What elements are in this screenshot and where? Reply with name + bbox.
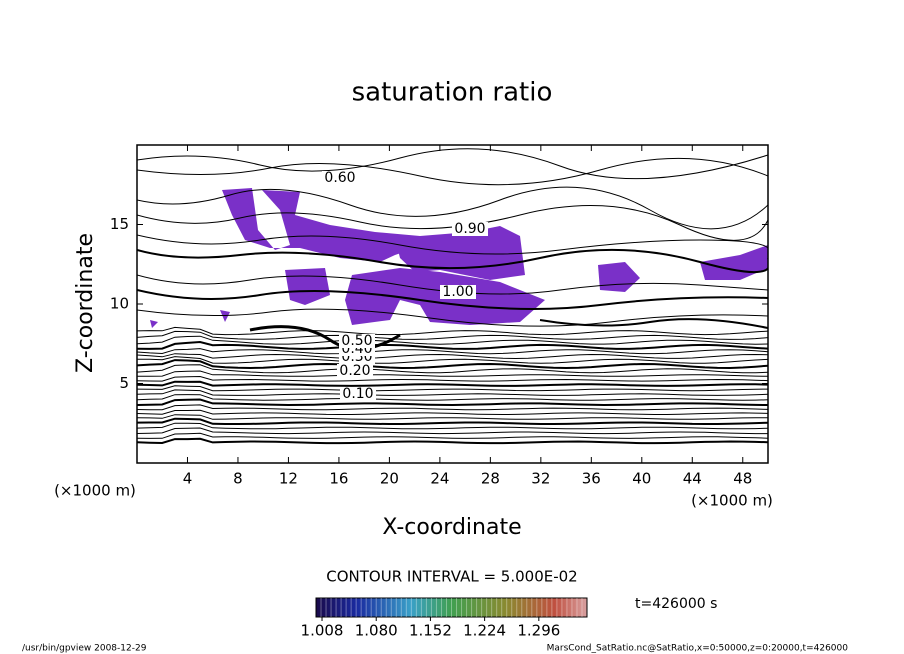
contour-line	[137, 389, 768, 396]
contour-line	[137, 404, 768, 411]
colorbar-tick-label: 1.296	[517, 622, 560, 640]
contour-line	[137, 375, 768, 382]
y-tick-label: 10	[110, 295, 129, 313]
footer-left: /usr/bin/gpview 2008-12-29	[22, 644, 147, 654]
x-tick-label: 4	[183, 470, 193, 488]
colorbar	[315, 597, 588, 618]
contour-label-bg	[452, 222, 488, 236]
contour-label: 0.90	[454, 221, 485, 237]
contour-line	[137, 356, 768, 364]
contour-label: 1.00	[442, 284, 473, 300]
contour-line	[137, 422, 768, 430]
contour-line	[137, 437, 768, 445]
contour-label: 0.10	[342, 386, 373, 402]
chart-title: saturation ratio	[352, 78, 553, 108]
contour-label: 0.50	[341, 333, 372, 349]
colorbar-tick-label: 1.152	[409, 622, 452, 640]
contour-label-bg	[337, 364, 373, 378]
contour-line	[137, 370, 768, 377]
x-tick-label: 32	[531, 470, 550, 488]
contour-label: 0.20	[339, 363, 370, 379]
x-tick-label: 12	[279, 470, 298, 488]
x-axis-title: X-coordinate	[382, 515, 521, 540]
contour-line	[137, 340, 768, 350]
y-tick-label: 5	[119, 374, 129, 392]
colorbar-tick-label: 1.008	[301, 622, 344, 640]
x-tick-label: 48	[733, 470, 752, 488]
contour-label-bg	[322, 171, 358, 185]
contour-line	[137, 348, 768, 355]
x-tick-label: 36	[582, 470, 601, 488]
footer-right: MarsCond_SatRatio.nc@SatRatio,x=0:50000,…	[547, 644, 849, 654]
time-label: t=426000 s	[635, 596, 717, 612]
contour-line	[137, 417, 768, 425]
contour-line	[137, 385, 768, 392]
supersaturated-regions	[150, 188, 768, 328]
axis-unit: (×1000 m)	[54, 482, 136, 500]
x-tick-label: 16	[329, 470, 348, 488]
contour-line	[137, 359, 768, 370]
contour-line	[137, 398, 768, 407]
axis-unit: (×1000 m)	[691, 492, 773, 510]
x-tick-label: 24	[430, 470, 449, 488]
y-tick-label: 15	[110, 215, 129, 233]
colorbar-tick-label: 1.224	[463, 622, 506, 640]
contour-line	[137, 364, 768, 374]
contour-lines	[137, 148, 768, 445]
x-tick-label: 44	[683, 470, 702, 488]
y-axis-title: Z-coordinate	[73, 233, 98, 373]
contour-line	[137, 427, 768, 435]
contour-line	[137, 414, 768, 420]
contour-line	[137, 330, 768, 340]
contour-line	[137, 409, 768, 416]
contour-line	[137, 326, 768, 336]
contour-line	[137, 380, 768, 387]
contour-label-bg	[340, 387, 376, 401]
contour-line	[137, 335, 768, 345]
contour-line	[137, 432, 768, 439]
contour-interval: CONTOUR INTERVAL = 5.000E-02	[326, 568, 577, 586]
contour-label-bg	[440, 285, 476, 299]
x-tick-label: 20	[380, 470, 399, 488]
contour-label-bg	[339, 334, 375, 348]
x-tick-label: 28	[481, 470, 500, 488]
contour-label: 0.60	[324, 170, 355, 186]
contour-line	[137, 353, 768, 360]
x-tick-label: 8	[233, 470, 243, 488]
contour-line	[137, 394, 768, 401]
colorbar-tick-label: 1.080	[355, 622, 398, 640]
x-tick-label: 40	[632, 470, 651, 488]
